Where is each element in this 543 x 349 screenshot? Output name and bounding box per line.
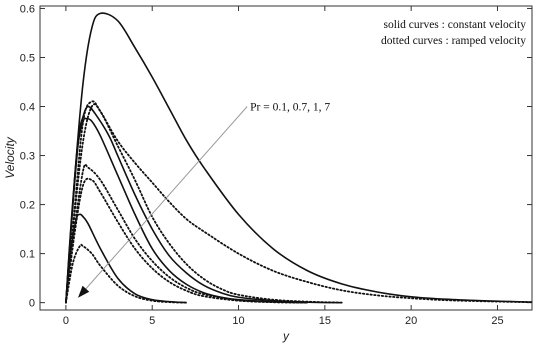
x-tick-label: 0 (63, 315, 69, 327)
solid-curve-3 (65, 105, 343, 304)
annotation-group (77, 106, 248, 298)
legend: solid curves : constant velocity dotted … (381, 19, 526, 47)
x-tick-label: 25 (491, 315, 503, 327)
y-axis-label: Velocity (3, 136, 17, 179)
y-tick-label: 0 (29, 298, 35, 310)
y-tick-label: 0.5 (20, 52, 35, 64)
dotted-curve-2 (64, 100, 533, 304)
x-tick-label: 20 (405, 315, 417, 327)
solid-curve-1 (65, 12, 533, 303)
legend-solid-colon: : (442, 19, 448, 31)
legend-dotted-colon: : (446, 35, 449, 47)
y-tick-label: 0.2 (20, 200, 35, 212)
curve-group (64, 12, 533, 304)
dotted-curve-4 (64, 103, 344, 304)
legend-solid-row: solid curves : constant velocity (384, 19, 527, 31)
annotation-label: Pr = 0.1, 0.7, 1, 7 (250, 102, 330, 114)
x-axis-label: y (282, 329, 290, 343)
dotted-curve-7 (64, 177, 309, 304)
y-tick-label: 0.3 (20, 151, 35, 163)
legend-solid-label: solid curves (384, 19, 440, 31)
y-tick-label: 0.1 (20, 249, 35, 261)
legend-solid-desc: constant velocity (448, 19, 526, 31)
annotation-arrow-line (85, 106, 248, 290)
y-tick-label: 0.4 (20, 102, 35, 114)
annotation-arrow-head (77, 285, 90, 298)
tick-group: 0 5 10 15 20 25 0 0.1 0.2 0.3 0.4 0.5 0.6 (20, 3, 532, 327)
legend-dotted-row: dotted curves : ramped velocity (381, 35, 526, 47)
dotted-curve-9 (64, 243, 188, 304)
dotted-curve-6 (64, 163, 309, 304)
y-tick-label: 0.6 (20, 3, 35, 15)
legend-dotted-label: dotted curves (381, 35, 443, 47)
x-tick-label: 15 (319, 315, 331, 327)
solid-curve-5 (65, 117, 308, 304)
x-tick-label: 10 (232, 315, 244, 327)
solid-curve-8 (65, 213, 187, 304)
plot-frame (39, 5, 533, 311)
legend-dotted-desc: ramped velocity (452, 35, 527, 47)
x-tick-label: 5 (149, 315, 155, 327)
